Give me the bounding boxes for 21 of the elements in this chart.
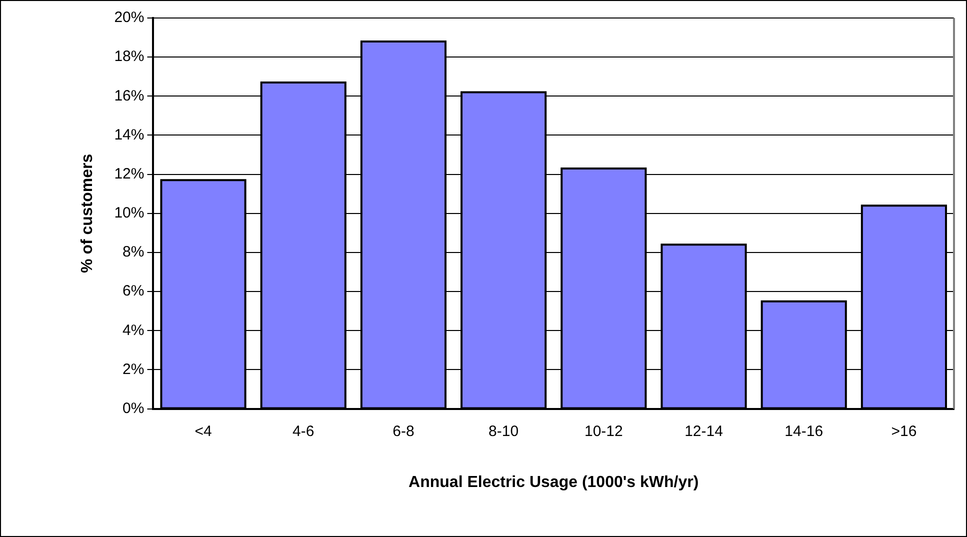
x-axis-title: Annual Electric Usage (1000's kWh/yr) <box>408 474 699 491</box>
y-tick-label: 16% <box>114 87 144 104</box>
y-tick-label: 14% <box>114 126 144 144</box>
y-tick-label: 10% <box>114 204 144 222</box>
y-tick-label: 12% <box>114 165 144 182</box>
x-tick-label: >16 <box>891 422 917 440</box>
y-tick-label: 18% <box>114 48 144 66</box>
y-tick-label: 8% <box>122 244 144 261</box>
y-axis-title: % of customers <box>79 154 96 273</box>
x-tick-label: 10-12 <box>584 422 623 440</box>
x-tick-label: 6-8 <box>392 422 414 440</box>
y-tick-label: 0% <box>122 400 144 417</box>
y-tick-label: 20% <box>114 9 144 26</box>
x-tick-label: 14-16 <box>784 422 824 440</box>
x-tick-label: 12-14 <box>684 422 723 440</box>
y-tick-label: 4% <box>122 322 144 339</box>
y-tick-label: 2% <box>122 360 144 378</box>
x-tick-label: 8-10 <box>488 422 519 440</box>
x-tick-label: 4-6 <box>292 422 314 440</box>
y-tick-label: 6% <box>122 282 144 300</box>
x-tick-label: <4 <box>194 422 212 440</box>
